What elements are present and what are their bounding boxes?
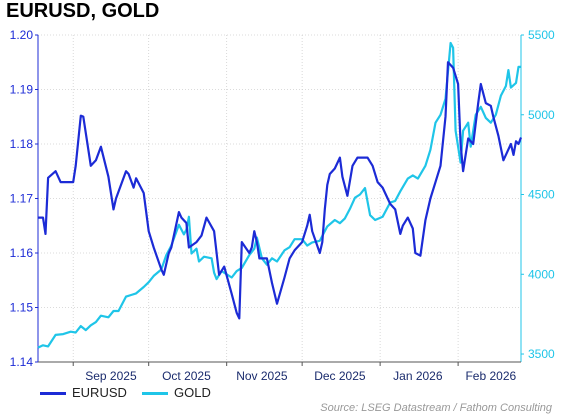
x-tick-label: Sep 2025	[85, 369, 137, 383]
y-right-tick-label: 5500	[528, 28, 555, 42]
source-note: Source: LSEG Datastream / Fathom Consult…	[320, 402, 552, 414]
series-line-gold	[37, 41, 521, 349]
legend-item-gold: GOLD	[142, 385, 211, 400]
legend-item-eurusd: EURUSD	[40, 385, 127, 400]
y-right-tick-label: 5000	[528, 108, 555, 122]
grid	[38, 34, 521, 363]
legend-label-gold: GOLD	[174, 385, 211, 400]
legend-swatch-gold	[142, 392, 168, 396]
series-line-eurusd	[38, 61, 523, 320]
legend-swatch-eurusd	[40, 392, 66, 396]
x-tick-label: Nov 2025	[236, 369, 288, 383]
y-right-tick-label: 3500	[528, 347, 555, 361]
x-tick-label: Feb 2026	[465, 369, 516, 383]
y-left-tick-label: 1.19	[10, 83, 34, 97]
x-tick-label: Jan 2026	[393, 369, 443, 383]
x-tick-label: Dec 2025	[314, 369, 366, 383]
legend-label-eurusd: EURUSD	[72, 385, 127, 400]
y-right-tick-label: 4500	[528, 188, 555, 202]
y-left-tick-label: 1.18	[10, 137, 34, 151]
plot-lines	[37, 41, 523, 349]
left-axis: 1.14 1.15 1.16 1.17 1.18 1.19 1.20	[10, 28, 39, 369]
right-axis: 3500 4000 4500 5000 5500	[520, 28, 555, 362]
y-right-tick-label: 4000	[528, 267, 555, 281]
x-tick-label: Oct 2025	[162, 369, 211, 383]
y-left-tick-label: 1.14	[10, 355, 34, 369]
y-left-tick-label: 1.17	[10, 192, 34, 206]
x-axis: Sep 2025 Oct 2025 Nov 2025 Dec 2025 Jan 2026…	[38, 361, 521, 383]
chart-title: EURUSD, GOLD	[6, 0, 160, 22]
y-left-tick-label: 1.15	[10, 301, 34, 315]
y-left-tick-label: 1.16	[10, 246, 34, 260]
y-left-tick-label: 1.20	[10, 28, 34, 42]
